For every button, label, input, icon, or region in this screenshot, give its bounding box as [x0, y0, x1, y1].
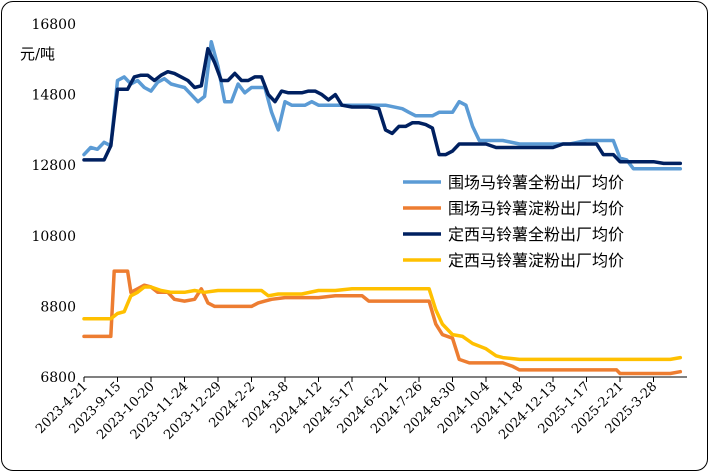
series-line-4 — [82, 285, 683, 362]
series-lines — [82, 39, 683, 376]
y-axis-ticks: 6800 8800 10800 12800 14800 16800 — [31, 17, 76, 386]
legend-label-1: 围场马铃薯全粉出厂均价 — [448, 173, 624, 192]
y-tick-label: 8800 — [40, 299, 76, 315]
legend-label-3: 定西马铃薯全粉出厂均价 — [448, 225, 624, 244]
y-tick-label: 14800 — [31, 88, 76, 104]
series-line-1 — [82, 39, 683, 171]
legend: 围场马铃薯全粉出厂均价围场马铃薯淀粉出厂均价定西马铃薯全粉出厂均价定西马铃薯淀粉… — [403, 173, 624, 270]
y-tick-label: 12800 — [31, 158, 76, 174]
series-line-3 — [82, 46, 683, 166]
y-tick-label: 10800 — [31, 229, 76, 245]
y-tick-label: 6800 — [40, 370, 76, 386]
legend-label-4: 定西马铃薯淀粉出厂均价 — [448, 251, 624, 270]
y-axis-unit-label: 元/吨 — [20, 45, 55, 63]
legend-label-2: 围场马铃薯淀粉出厂均价 — [448, 199, 624, 218]
x-axis-ticks: 2023-4-212023-9-152023-10-202023-11-2420… — [33, 377, 660, 443]
y-tick-label: 16800 — [31, 17, 76, 33]
